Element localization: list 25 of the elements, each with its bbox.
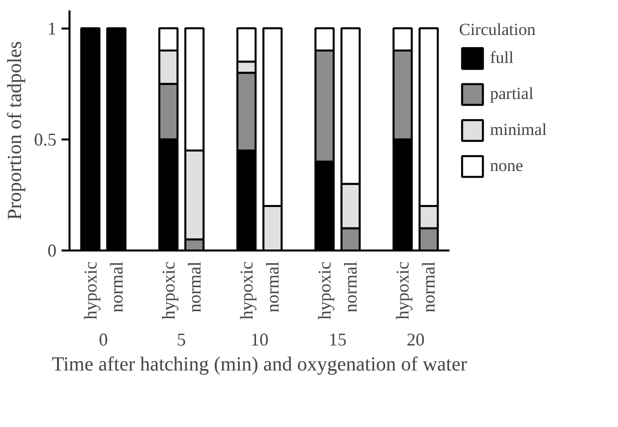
- legend-label: none: [490, 156, 524, 176]
- y-tick-label: 1: [48, 18, 56, 38]
- text: 0: [98, 330, 108, 350]
- x-tick-label: hypoxic: [314, 261, 335, 320]
- text: 10: [250, 330, 268, 350]
- legend-label: partial: [490, 84, 534, 104]
- x-tick-label: hypoxic: [80, 261, 100, 320]
- x-tick-label: normal: [262, 261, 283, 312]
- x-tick-label: normal: [184, 261, 204, 312]
- legend-label: full: [490, 48, 514, 68]
- legend-title: Circulation: [459, 20, 536, 40]
- text: 20: [406, 330, 425, 350]
- x-tick-label: normal: [418, 261, 439, 312]
- text: 5: [176, 330, 186, 350]
- x-tick-label: normal: [106, 261, 126, 312]
- x-axis-title: Time after hatching (min) and oxygenation of water: [52, 354, 468, 376]
- y-axis-title: Proportion of tadpoles: [4, 40, 26, 220]
- legend-label: minimal: [490, 120, 547, 140]
- x-tick-label: hypoxic: [158, 261, 178, 320]
- x-tick-label: normal: [340, 261, 361, 312]
- y-tick-label: 0.5: [34, 129, 56, 150]
- x-tick-label: hypoxic: [236, 261, 256, 320]
- text: 15: [328, 330, 347, 350]
- y-tick-label: 0: [48, 240, 56, 260]
- x-tick-label: hypoxic: [392, 261, 413, 320]
